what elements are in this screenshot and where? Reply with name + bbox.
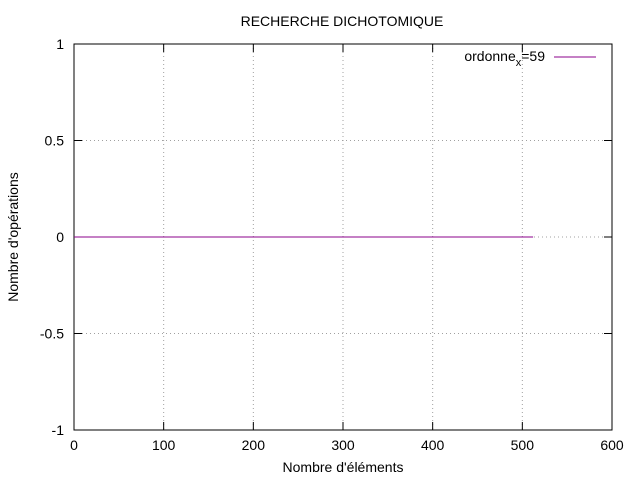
legend-label-subscript: x — [516, 57, 522, 69]
y-tick-label: 0 — [56, 229, 64, 245]
y-tick-label: -0.5 — [40, 326, 64, 342]
x-tick-label: 100 — [152, 437, 176, 453]
legend: ordonnex=59 — [464, 48, 596, 69]
chart-title: RECHERCHE DICHOTOMIQUE — [241, 13, 444, 29]
legend-label-base: ordonne — [464, 48, 516, 64]
x-axis-label: Nombre d'éléments — [283, 459, 404, 475]
y-axis-label: Nombre d'opérations — [5, 172, 21, 302]
x-tick-label: 0 — [70, 437, 78, 453]
x-tick-label: 500 — [511, 437, 535, 453]
legend-label-rest: =59 — [521, 48, 545, 64]
tick-labels: 0 100 200 300 400 500 600 -1 -0.5 0 0.5 1 — [40, 36, 624, 453]
x-tick-label: 600 — [600, 437, 624, 453]
x-tick-label: 300 — [331, 437, 355, 453]
x-tick-label: 400 — [421, 437, 445, 453]
y-tick-label: -1 — [52, 422, 65, 438]
y-tick-label: 1 — [56, 36, 64, 52]
legend-label: ordonnex=59 — [464, 48, 545, 69]
y-tick-label: 0.5 — [45, 133, 65, 149]
x-tick-label: 200 — [242, 437, 266, 453]
